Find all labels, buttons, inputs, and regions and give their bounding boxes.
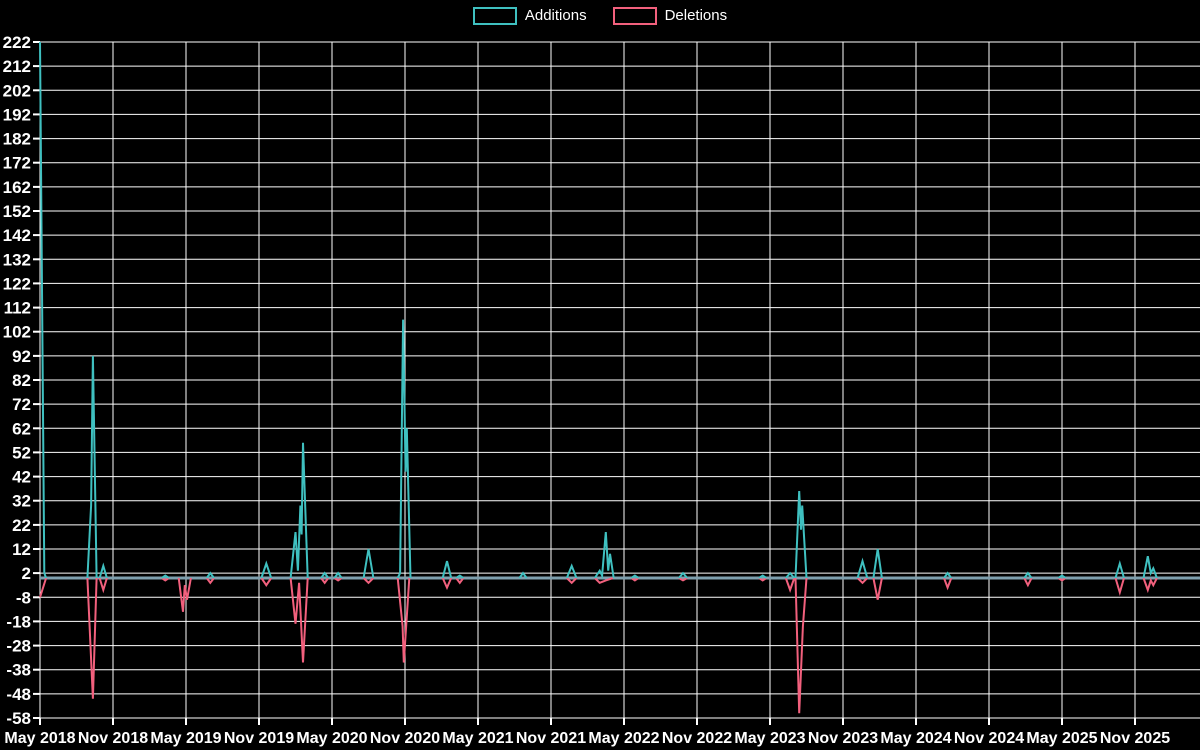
deletions-line-segment [291,578,308,663]
y-tick-label: 22 [12,516,31,535]
chart-plot-area: 2222122021921821721621521421321221121029… [0,0,1200,750]
x-tick-label: Nov 2018 [78,730,148,747]
y-tick-label: -38 [6,661,31,680]
y-tick-label: 72 [12,395,31,414]
y-tick-label: 192 [3,105,31,124]
y-tick-label: -18 [6,612,31,631]
y-tick-label: 62 [12,419,31,438]
additions-line-segment [261,564,271,579]
x-tick-label: May 2018 [4,730,75,747]
x-tick-label: May 2024 [880,730,951,747]
additions-line-segment [100,566,107,578]
deletions-line-segment [179,578,191,612]
y-tick-label: 92 [12,347,31,366]
additions-line-segment [443,561,452,578]
additions-line-segment [398,320,411,578]
x-tick-label: Nov 2021 [516,730,586,747]
x-tick-label: Nov 2024 [954,730,1024,747]
additions-line-segment [1116,564,1125,579]
deletions-line-segment [786,578,795,590]
y-tick-label: 162 [3,178,31,197]
additions-line-segment [1144,556,1157,578]
y-tick-label: 172 [3,154,31,173]
y-tick-label: 132 [3,250,31,269]
x-tick-label: May 2025 [1026,730,1097,747]
y-tick-label: 212 [3,57,31,76]
x-tick-label: Nov 2025 [1100,730,1170,747]
additions-line-segment [873,549,882,578]
y-tick-label: 152 [3,202,31,221]
y-tick-label: 202 [3,81,31,100]
x-tick-label: Nov 2022 [662,730,732,747]
y-tick-label: 32 [12,492,31,511]
deletions-line-segment [398,578,410,663]
x-tick-label: May 2021 [442,730,513,747]
additions-line-segment [40,42,46,578]
y-tick-label: 112 [4,299,31,318]
x-tick-label: Nov 2020 [370,730,440,747]
x-tick-label: Nov 2023 [808,730,878,747]
y-tick-label: 12 [12,540,31,559]
additions-line-segment [291,443,308,578]
x-tick-label: May 2019 [150,730,221,747]
deletions-line-segment [87,578,96,699]
additions-line-segment [364,549,374,578]
y-tick-label: 2 [22,564,31,583]
y-tick-label: -48 [6,685,31,704]
additions-line-segment [595,532,614,578]
additions-line-segment [858,561,868,578]
x-tick-label: May 2023 [734,730,805,747]
deletions-line-segment [873,578,882,600]
y-tick-label: 182 [3,130,31,149]
x-tick-label: Nov 2019 [224,730,294,747]
deletions-line-segment [1144,578,1157,590]
y-tick-label: -58 [6,709,31,728]
y-tick-label: 102 [3,323,31,342]
y-tick-label: -8 [16,588,31,607]
deletions-line-segment [40,578,46,597]
y-tick-label: 142 [3,226,31,245]
deletions-line-segment [1116,578,1125,593]
additions-line-segment [567,566,577,578]
y-tick-label: 82 [12,371,31,390]
y-tick-label: 52 [12,443,31,462]
additions-line-segment [796,491,807,578]
additions-line-segment [87,356,96,578]
x-tick-label: May 2020 [296,730,367,747]
y-tick-label: 222 [3,33,31,52]
y-tick-label: -28 [6,637,31,656]
y-tick-label: 42 [12,468,31,487]
deletions-line-segment [100,578,107,590]
x-tick-label: May 2022 [588,730,659,747]
commit-activity-chart: Additions Deletions 22221220219218217216… [0,0,1200,750]
y-tick-label: 122 [3,274,31,293]
